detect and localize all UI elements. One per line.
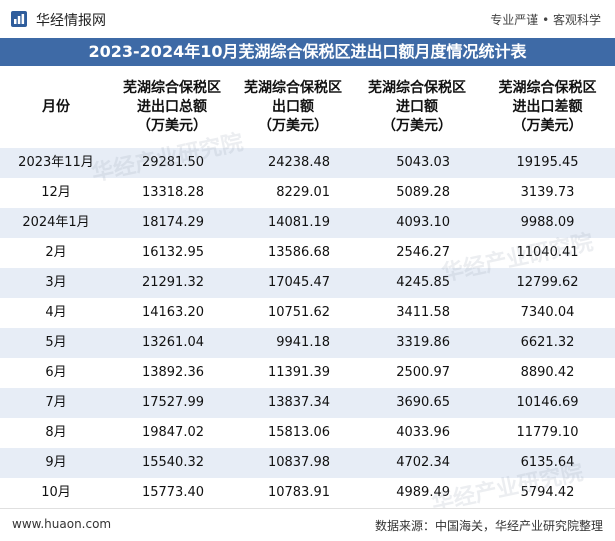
table-cell: 13586.68	[267, 245, 330, 260]
table-cell: 8229.01	[276, 185, 330, 200]
table-cell: 4033.96	[396, 425, 450, 440]
table-row: 2024年1月 18174.29 14081.19 4093.10 9988.09	[0, 208, 615, 238]
table-cell: 17527.99	[141, 395, 204, 410]
header-import: 芜湖综合保税区 进口额 （万美元）	[368, 79, 466, 134]
logo-icon	[11, 11, 27, 27]
table-cell: 9988.09	[520, 215, 575, 230]
table-cell: 13837.34	[267, 395, 330, 410]
table-cell: 24238.48	[267, 155, 330, 170]
table-row: 7月 17527.99 13837.34 3690.65 10146.69	[0, 388, 615, 418]
table-cell: 6621.32	[520, 335, 575, 350]
table-cell: 3690.65	[396, 395, 450, 410]
table-cell: 9941.18	[276, 335, 330, 350]
table-cell: 13318.28	[141, 185, 204, 200]
table-cell: 4702.34	[396, 455, 450, 470]
table-cell: 4245.85	[396, 275, 450, 290]
table-cell: 9月	[45, 455, 67, 470]
table-cell: 8890.42	[520, 365, 575, 380]
footer: www.huaon.com 数据来源：中国海关，华经产业研究院整理	[0, 508, 615, 541]
table-cell: 19847.02	[141, 425, 204, 440]
brand-slogan: 专业严谨 • 客观科学	[490, 13, 601, 27]
brand-name: 华经情报网	[36, 13, 106, 29]
table-cell: 15773.40	[141, 485, 204, 500]
table-cell: 4093.10	[396, 215, 450, 230]
table-cell: 18174.29	[141, 215, 204, 230]
table-cell: 3139.73	[520, 185, 575, 200]
table-row: 2023年11月 29281.50 24238.48 5043.03 19195.45	[0, 148, 615, 178]
table-row: 10月 15773.40 10783.91 4989.49 5794.42	[0, 478, 615, 508]
table-cell: 17045.47	[267, 275, 330, 290]
table-row: 2月 16132.95 13586.68 2546.27 11040.41	[0, 238, 615, 268]
table-cell: 3月	[45, 275, 67, 290]
table-title: 2023-2024年10月芜湖综合保税区进出口额月度情况统计表	[0, 38, 615, 66]
table-cell: 2024年1月	[22, 215, 90, 230]
table-cell: 14163.20	[141, 305, 204, 320]
table-cell: 12月	[41, 185, 71, 200]
table-cell: 16132.95	[141, 245, 204, 260]
table-cell: 13892.36	[141, 365, 204, 380]
table-row: 12月 13318.28 8229.01 5089.28 3139.73	[0, 178, 615, 208]
table-header: 月份 芜湖综合保税区 进出口总额 （万美元） 芜湖综合保税区 出口额 （万美元） 芜湖综…	[0, 66, 615, 148]
table-cell: 6月	[45, 365, 67, 380]
table-cell: 10146.69	[516, 395, 579, 410]
table-cell: 29281.50	[141, 155, 204, 170]
table-row: 5月 13261.04 9941.18 3319.86 6621.32	[0, 328, 615, 358]
table-row: 6月 13892.36 11391.39 2500.97 8890.42	[0, 358, 615, 388]
table-cell: 8月	[45, 425, 67, 440]
table-cell: 10751.62	[267, 305, 330, 320]
table-cell: 10月	[41, 485, 71, 500]
table-cell: 11391.39	[267, 365, 330, 380]
table-cell: 21291.32	[141, 275, 204, 290]
table-cell: 10837.98	[267, 455, 330, 470]
table-row: 9月 15540.32 10837.98 4702.34 6135.64	[0, 448, 615, 478]
table-cell: 14081.19	[267, 215, 330, 230]
header-month: 月份	[42, 98, 70, 115]
table-cell: 7340.04	[520, 305, 575, 320]
table-cell: 5043.03	[396, 155, 450, 170]
table-cell: 6135.64	[520, 455, 575, 470]
table-cell: 12799.62	[516, 275, 579, 290]
table-row: 4月 14163.20 10751.62 3411.58 7340.04	[0, 298, 615, 328]
table-cell: 19195.45	[516, 155, 579, 170]
table-cell: 15813.06	[267, 425, 330, 440]
table-cell: 13261.04	[141, 335, 204, 350]
data-source: 数据来源：中国海关，华经产业研究院整理	[374, 519, 603, 533]
table-row: 3月 21291.32 17045.47 4245.85 12799.62	[0, 268, 615, 298]
table-cell: 10783.91	[267, 485, 330, 500]
table-cell: 7月	[45, 395, 67, 410]
table-cell: 2500.97	[396, 365, 450, 380]
table-cell: 4989.49	[396, 485, 450, 500]
table-cell: 15540.32	[141, 455, 204, 470]
table-cell: 2月	[45, 245, 67, 260]
table-cell: 4月	[45, 305, 67, 320]
header-balance: 芜湖综合保税区 进出口差额 （万美元）	[498, 79, 597, 134]
site-url: www.huaon.com	[12, 517, 112, 531]
header-total: 芜湖综合保税区 进出口总额 （万美元）	[123, 79, 221, 134]
table-cell: 5089.28	[396, 185, 450, 200]
table-cell: 2023年11月	[18, 155, 94, 170]
table-cell: 3319.86	[396, 335, 450, 350]
table-cell: 3411.58	[396, 305, 450, 320]
data-table: 月份 芜湖综合保税区 进出口总额 （万美元） 芜湖综合保税区 出口额 （万美元） 芜湖综…	[0, 66, 615, 508]
table-row: 8月 19847.02 15813.06 4033.96 11779.10	[0, 418, 615, 448]
table-body: 2023年11月 29281.50 24238.48 5043.03 19195.45 1…	[0, 148, 615, 508]
top-bar: 华经情报网 专业严谨 • 客观科学	[0, 0, 615, 39]
table-cell: 2546.27	[396, 245, 450, 260]
table-cell: 5794.42	[520, 485, 575, 500]
table-cell: 11779.10	[516, 425, 579, 440]
table-cell: 11040.41	[516, 245, 579, 260]
header-export: 芜湖综合保税区 出口额 （万美元）	[244, 79, 342, 134]
table-cell: 5月	[45, 335, 67, 350]
